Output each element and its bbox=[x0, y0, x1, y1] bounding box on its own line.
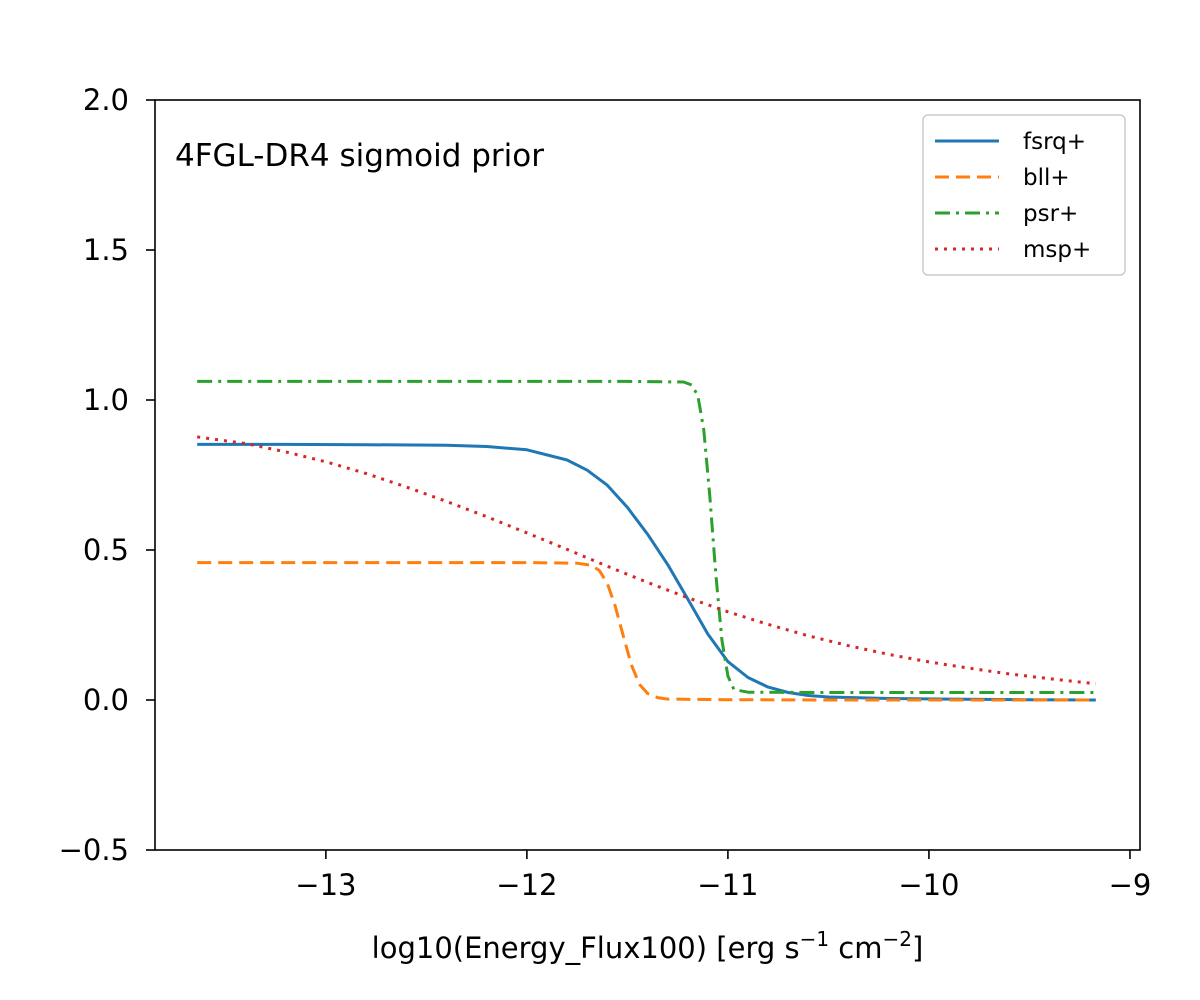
legend-label: msp+ bbox=[1023, 237, 1091, 263]
lines-layer bbox=[196, 379, 1096, 702]
legend-box bbox=[922, 114, 1126, 276]
x-tick-label: −11 bbox=[697, 868, 758, 902]
x-tick-label: −12 bbox=[496, 868, 557, 902]
x-tick-label: −13 bbox=[295, 868, 356, 902]
legend-label: psr+ bbox=[1023, 201, 1078, 227]
y-tick-label: 0.0 bbox=[83, 683, 129, 717]
plot-frame bbox=[154, 99, 1141, 851]
y-tick-label: 1.0 bbox=[83, 383, 129, 417]
x-axis-label-end: ] bbox=[912, 931, 923, 965]
x-tick-label: −9 bbox=[1109, 868, 1152, 902]
legend: fsrq+ bll+ psr+ msp+ bbox=[922, 114, 1126, 276]
x-axis-label-mid: cm bbox=[829, 931, 882, 965]
x-axis-label-exp1: −1 bbox=[800, 927, 829, 951]
x-axis-label-exp2: −2 bbox=[883, 927, 912, 951]
series-line-fsrq bbox=[197, 442, 1096, 702]
y-tick-label: 2.0 bbox=[83, 83, 129, 117]
ticks-layer: −13 −12 −11 −10 −9 −0.5 0.0 0.5 1.0 1.5 2.0 bbox=[59, 83, 1152, 902]
series-line-bll bbox=[197, 561, 1096, 702]
legend-label: fsrq+ bbox=[1023, 129, 1086, 155]
chart-annotation: 4FGL-DR4 sigmoid prior bbox=[175, 138, 544, 174]
x-tick-label: −10 bbox=[898, 868, 959, 902]
x-axis-label: log10(Energy_Flux100) [erg s−1 cm−2] bbox=[372, 927, 924, 965]
series-line-psr bbox=[197, 379, 1096, 694]
legend-label: bll+ bbox=[1023, 165, 1070, 191]
y-tick-label: −0.5 bbox=[59, 833, 129, 867]
y-tick-label: 1.5 bbox=[83, 233, 129, 267]
y-tick-label: 0.5 bbox=[83, 533, 129, 567]
x-axis-label-main: log10(Energy_Flux100) [erg s bbox=[372, 931, 800, 965]
